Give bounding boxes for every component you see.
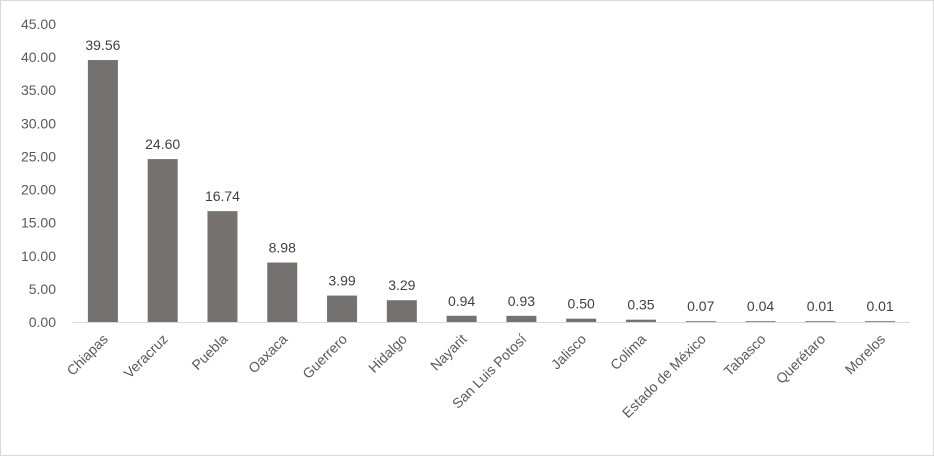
x-tick-label: Querétaro <box>773 331 829 387</box>
bar-oaxaca <box>267 262 298 322</box>
data-labels: 39.56 24.60 16.74 8.98 3.99 3.29 0.94 0.93 0.50 0… <box>85 37 894 314</box>
bar-nayarit <box>446 315 477 322</box>
x-tick-label: Morelos <box>842 331 889 378</box>
y-tick-label: 45.00 <box>21 16 56 32</box>
x-tick-label: Veracruz <box>120 331 170 381</box>
x-tick-label: Jalisco <box>548 331 590 373</box>
bar-puebla <box>207 211 238 322</box>
bar-morelos <box>865 321 896 322</box>
x-tick-label: Nayarit <box>427 331 470 374</box>
data-label: 3.29 <box>388 277 415 293</box>
data-label: 0.04 <box>747 298 774 314</box>
data-label: 16.74 <box>205 188 240 204</box>
y-tick-label: 15.00 <box>21 215 56 231</box>
data-label: 0.07 <box>687 298 714 314</box>
x-tick-label: Colima <box>607 331 649 373</box>
data-label: 0.01 <box>807 298 834 314</box>
bar-tabasco <box>745 321 776 322</box>
data-label: 0.94 <box>448 293 475 309</box>
bar-querétaro <box>805 321 836 322</box>
y-tick-label: 35.00 <box>21 82 56 98</box>
bar-guerrero <box>327 295 358 322</box>
data-label: 0.50 <box>568 296 595 312</box>
bar-hidalgo <box>386 300 417 322</box>
bar-chiapas <box>87 60 118 322</box>
bar-estado-de-méxico <box>685 321 716 322</box>
x-tick-label: Puebla <box>188 331 230 373</box>
data-label: 39.56 <box>85 37 120 53</box>
data-label: 24.60 <box>145 136 180 152</box>
bars <box>87 60 896 322</box>
x-tick-label: Hidalgo <box>365 331 410 376</box>
y-tick-label: 20.00 <box>21 182 56 198</box>
y-tick-label: 0.00 <box>29 314 56 330</box>
x-tick-label: Tabasco <box>720 331 768 379</box>
data-label: 0.35 <box>627 297 654 313</box>
x-tick-label: Guerrero <box>299 331 350 382</box>
bar-jalisco <box>566 318 597 322</box>
y-tick-label: 5.00 <box>29 281 56 297</box>
data-label: 3.99 <box>328 273 355 289</box>
y-tick-label: 30.00 <box>21 115 56 131</box>
data-label: 8.98 <box>269 240 296 256</box>
y-tick-label: 40.00 <box>21 49 56 65</box>
bar-san-luis-potosí <box>506 315 537 322</box>
bar-colima <box>625 319 656 322</box>
x-tick-label: Chiapas <box>63 331 111 379</box>
y-tick-label: 25.00 <box>21 148 56 164</box>
x-tick-label: Oaxaca <box>245 331 291 377</box>
y-tick-label: 10.00 <box>21 248 56 264</box>
bar-veracruz <box>147 159 178 322</box>
data-label: 0.01 <box>866 298 893 314</box>
x-axis: Chiapas Veracruz Puebla Oaxaca Guerrero Hidal… <box>63 331 888 421</box>
y-axis: 0.00 5.00 10.00 15.00 20.00 25.00 30.00 35.00 40… <box>21 16 56 330</box>
data-label: 0.93 <box>508 293 535 309</box>
